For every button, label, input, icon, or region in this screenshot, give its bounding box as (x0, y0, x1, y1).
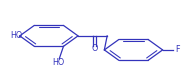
Text: F: F (175, 45, 180, 54)
Text: HO: HO (52, 58, 64, 67)
Text: HO: HO (10, 31, 23, 40)
Text: O: O (92, 44, 98, 53)
